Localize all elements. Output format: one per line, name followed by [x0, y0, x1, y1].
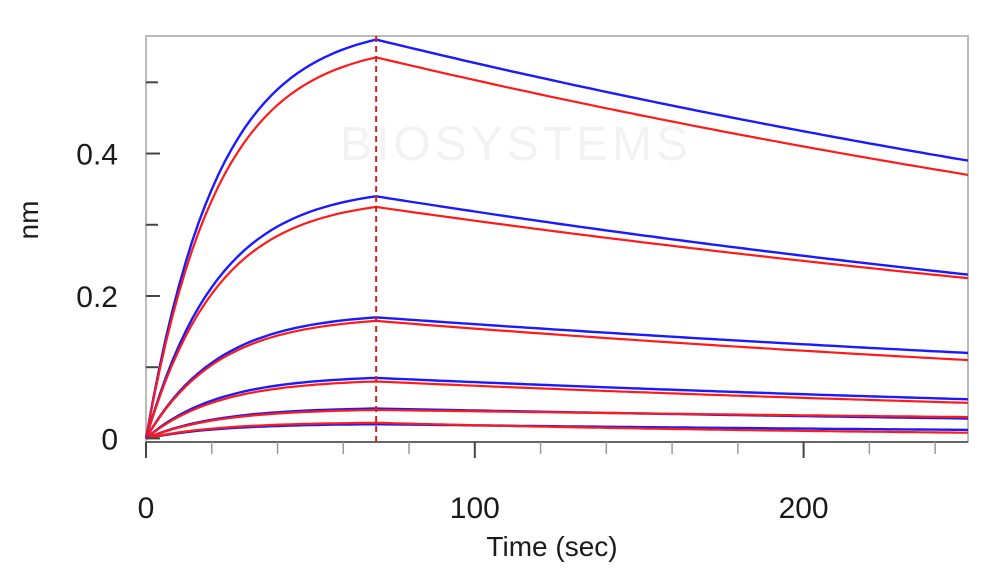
- series-layer: [144, 38, 969, 440]
- fit-curve-3: [144, 205, 969, 439]
- x-tick-label: 100: [450, 492, 500, 525]
- fit-curve-9: [145, 408, 969, 440]
- x-axis-ticks: 0 100 200: [138, 442, 936, 525]
- measured-curve-4: [144, 316, 969, 440]
- measured-curve-0: [144, 38, 969, 439]
- y-axis-ticks: 0 0.2 0.4: [76, 81, 160, 456]
- fit-curve-5: [145, 319, 969, 439]
- fit-curve-1: [144, 56, 969, 439]
- y-tick-label: 0.4: [76, 139, 118, 172]
- measured-curve-2: [144, 195, 969, 439]
- fit-curve-7: [145, 380, 969, 440]
- measured-curve-6: [145, 376, 969, 440]
- watermark-text: BIOSYSTEMS: [340, 118, 692, 171]
- y-tick-label: 0: [101, 423, 118, 456]
- x-axis-label: Time (sec): [486, 531, 617, 562]
- y-axis-label: nm: [13, 201, 44, 240]
- x-tick-label: 200: [779, 492, 829, 525]
- y-tick-label: 0.2: [76, 281, 118, 314]
- fit-curve-11: [145, 421, 968, 440]
- x-tick-label: 0: [138, 492, 155, 525]
